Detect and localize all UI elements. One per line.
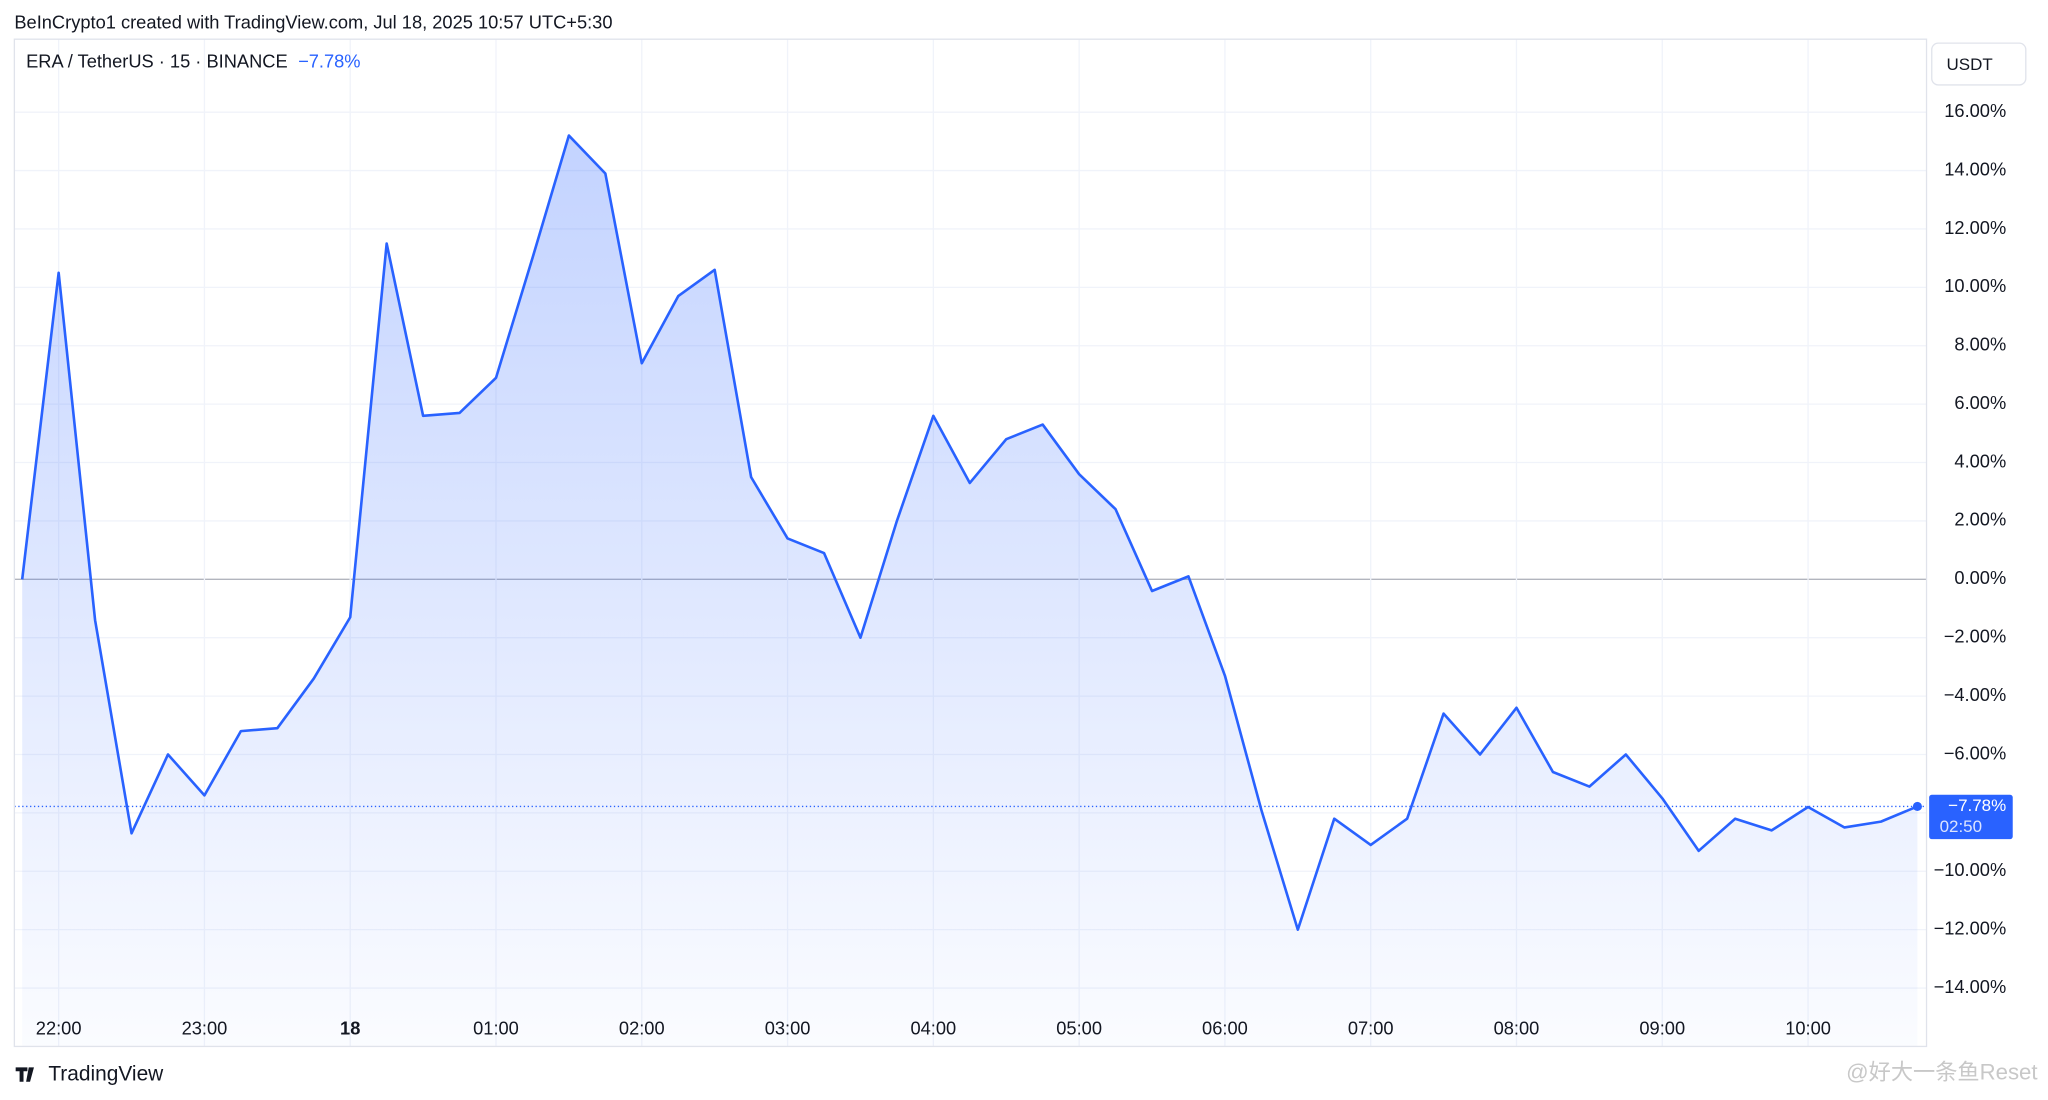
plot-frame: [13, 38, 1928, 1048]
credit: BeInCrypto1 created with TradingView.com…: [14, 11, 612, 32]
y-tick-label: 16.00%: [1944, 100, 2006, 121]
x-tick-label: 18: [340, 1017, 360, 1038]
y-tick-label: −6.00%: [1944, 742, 2006, 763]
logo-text: TradingView: [48, 1063, 164, 1086]
y-tick-label: 0.00%: [1954, 567, 2006, 588]
y-tick-label: 2.00%: [1954, 509, 2006, 530]
x-tick-label: 05:00: [1056, 1017, 1102, 1038]
y-tick-label: 6.00%: [1954, 392, 2006, 413]
y-tick-label: 8.00%: [1954, 334, 2006, 355]
x-tick-label: 09:00: [1639, 1017, 1685, 1038]
symbol: ERA / TetherUS · 15 · BINANCE: [26, 51, 288, 72]
logo-icon: [15, 1067, 34, 1082]
change: −7.78%: [298, 51, 360, 72]
x-tick-label: 03:00: [765, 1017, 811, 1038]
countdown: 02:50: [1940, 817, 1982, 836]
y-tick-label: 14.00%: [1944, 158, 2006, 179]
currency-box[interactable]: [1931, 42, 2027, 86]
plot: [14, 134, 1927, 1047]
x-tick-label: 04:00: [910, 1017, 956, 1038]
price-tag: [1929, 794, 2013, 840]
y-tick-label: −4.00%: [1944, 684, 2006, 705]
x-tick-label: 08:00: [1494, 1017, 1540, 1038]
price-tag-value: −7.78%: [1948, 796, 2006, 815]
y-tick-label: −10.00%: [1934, 859, 2007, 880]
x-tick-label: 02:00: [619, 1017, 665, 1038]
x-tick-label: 01:00: [473, 1017, 519, 1038]
x-tick-label: 23:00: [182, 1017, 228, 1038]
y-tick-label: −2.00%: [1944, 626, 2006, 647]
watermark: @好大一条鱼Reset: [1846, 1060, 2037, 1085]
currency[interactable]: USDT: [1947, 55, 1993, 74]
x-tick-label: 22:00: [36, 1017, 82, 1038]
x-tick-label: 07:00: [1348, 1017, 1394, 1038]
y-tick-label: 12.00%: [1944, 217, 2006, 238]
price-line: [20, 134, 1918, 931]
x-tick-label: 10:00: [1785, 1017, 1831, 1038]
y-tick-label: 4.00%: [1954, 450, 2006, 471]
y-tick-label: 10.00%: [1944, 275, 2006, 296]
logo: TradingView: [15, 1063, 164, 1086]
area-fill: [22, 135, 1918, 1047]
last-point: [1912, 801, 1922, 812]
y-tick-label: −14.00%: [1934, 976, 2007, 997]
x-tick-label: 06:00: [1202, 1017, 1248, 1038]
y-tick-label: −12.00%: [1934, 917, 2007, 938]
